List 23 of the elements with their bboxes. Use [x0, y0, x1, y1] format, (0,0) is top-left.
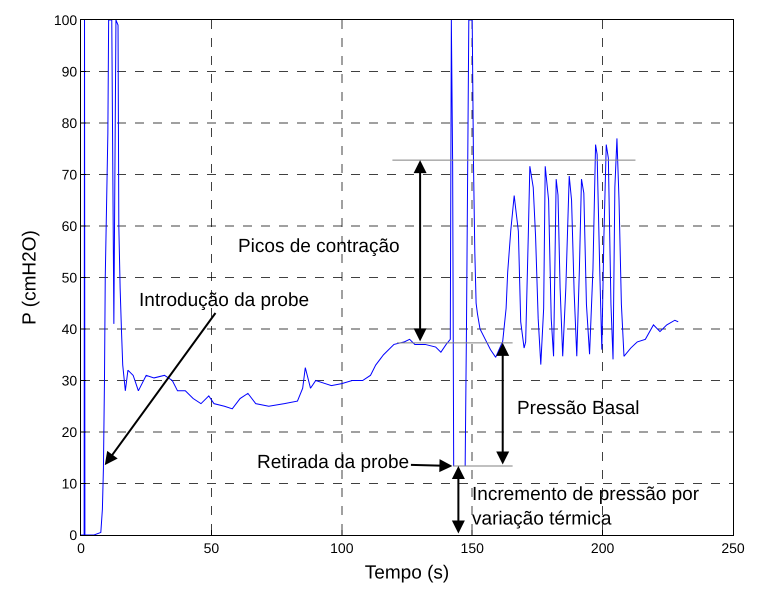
annotation: Incremento de pressão por variação térmica: [472, 484, 700, 530]
y-tick-label: 30: [62, 372, 78, 388]
y-tick-label: 100: [54, 12, 78, 28]
x-tick-label: 150: [460, 540, 484, 556]
x-tick-label: 250: [721, 540, 745, 556]
y-tick-label: 70: [62, 166, 78, 182]
annotation: Introdução da probe: [139, 290, 310, 311]
y-tick-label: 90: [62, 63, 78, 80]
y-tick-label: 60: [62, 218, 78, 234]
y-tick-label: 50: [62, 269, 78, 286]
annotation: Pressão Basal: [517, 398, 640, 419]
y-tick-label: 20: [62, 424, 78, 440]
x-tick-label: 50: [204, 540, 220, 556]
x-axis-title: Tempo (s): [364, 562, 450, 584]
y-tick-label: 40: [62, 320, 78, 337]
x-tick-label: 200: [590, 540, 614, 556]
y-tick-label: 10: [62, 475, 78, 492]
y-tick-label: 0: [69, 526, 78, 543]
x-tick-label: 100: [330, 540, 354, 556]
y-axis-title: P (cmH2O): [20, 230, 41, 325]
annotation: Retirada da probe: [257, 452, 410, 473]
annotation: Picos de contração: [238, 236, 400, 257]
y-tick-label: 80: [62, 114, 78, 131]
